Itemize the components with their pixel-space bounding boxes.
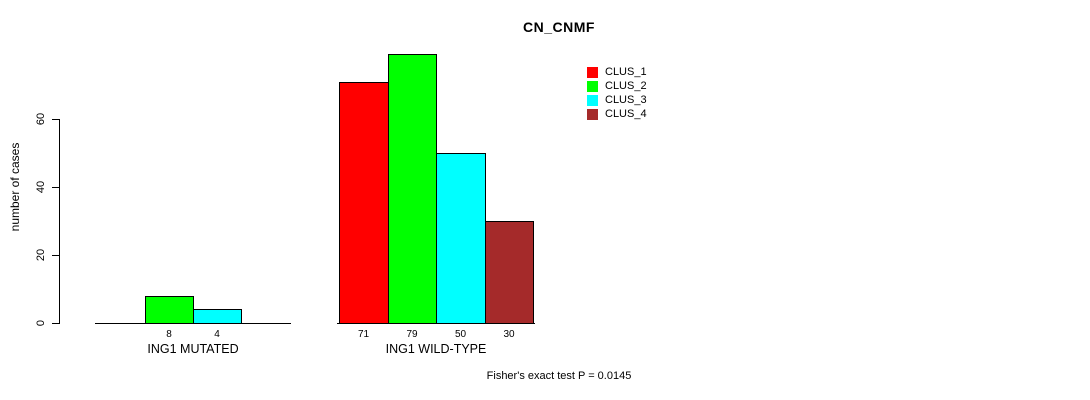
chart-title: CN_CNMF <box>523 19 595 35</box>
y-tick-label: 60 <box>35 112 47 126</box>
y-tick-mark <box>52 187 60 188</box>
bar-clus_1-ing1-wild-type <box>339 82 389 324</box>
legend-label: CLUS_2 <box>605 80 647 92</box>
y-tick-label: 40 <box>35 180 47 194</box>
clus-2-swatch-icon <box>587 80 598 92</box>
bar-clus_3-ing1-wild-type <box>436 153 486 324</box>
legend: CLUS_1 CLUS_2 CLUS_3 CLUS_4 <box>587 65 647 121</box>
legend-label: CLUS_4 <box>605 108 647 120</box>
bar-value-label: 50 <box>454 329 467 340</box>
legend-item-clus-2: CLUS_2 <box>587 79 647 93</box>
bar-value-label: 71 <box>357 329 370 340</box>
y-axis-label: number of cases <box>8 142 22 232</box>
bar-value-label: 30 <box>503 329 515 340</box>
category-label: ING1 MUTATED <box>147 342 239 356</box>
legend-item-clus-4: CLUS_4 <box>587 107 647 121</box>
bar-clus_2-ing1-wild-type <box>388 54 437 324</box>
clus-1-swatch-icon <box>587 66 598 78</box>
bar-value-label: 4 <box>214 329 220 340</box>
y-tick-mark <box>52 323 60 324</box>
fisher-test-annotation: Fisher's exact test P = 0.0145 <box>486 370 632 382</box>
y-tick-mark <box>52 255 60 256</box>
bar-clus_4-ing1-wild-type <box>485 221 534 324</box>
legend-item-clus-1: CLUS_1 <box>587 65 647 79</box>
y-tick-mark <box>52 119 60 120</box>
clus-3-swatch-icon <box>587 94 598 106</box>
y-axis-line <box>59 119 60 324</box>
bar-value-label: 8 <box>166 329 172 340</box>
legend-label: CLUS_3 <box>605 94 647 106</box>
category-label: ING1 WILD-TYPE <box>385 342 487 356</box>
legend-label: CLUS_1 <box>605 66 647 78</box>
bar-clus_2-ing1-mutated <box>145 296 194 324</box>
bar-value-label: 79 <box>406 329 418 340</box>
bar-clus_3-ing1-mutated <box>193 309 242 324</box>
legend-item-clus-3: CLUS_3 <box>587 93 647 107</box>
clus-4-swatch-icon <box>587 108 598 120</box>
y-tick-label: 0 <box>35 319 47 327</box>
y-tick-label: 20 <box>35 248 47 262</box>
